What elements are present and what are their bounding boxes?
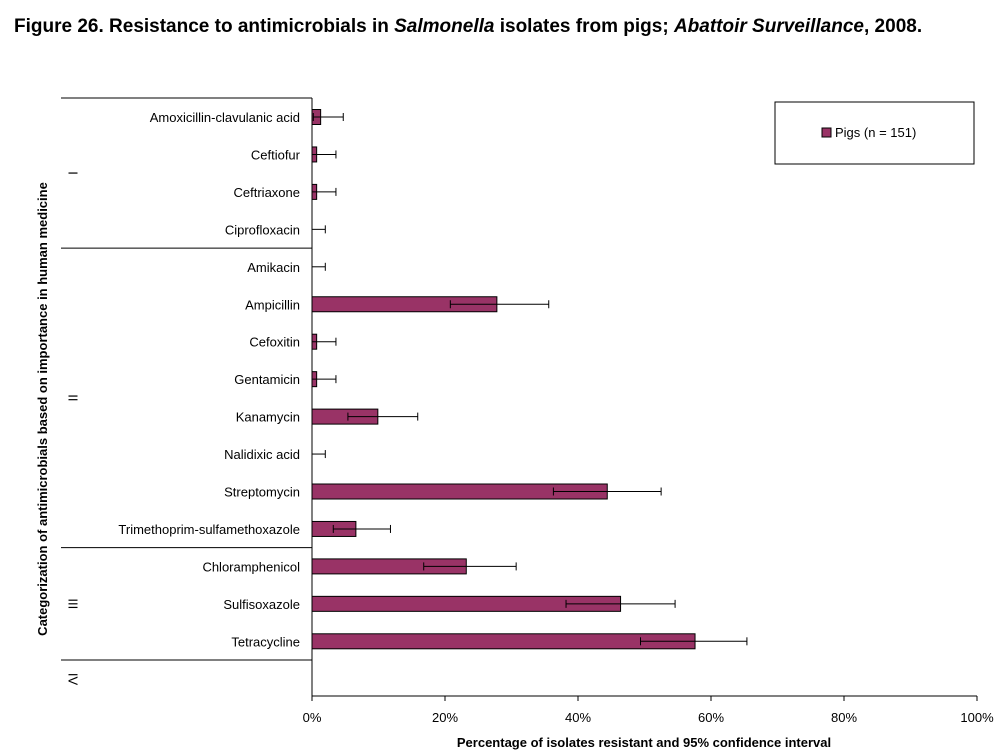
title-prefix: Figure 26. Resistance to antimicrobials … bbox=[14, 16, 395, 37]
legend-box bbox=[774, 101, 975, 165]
x-tick-label: 100% bbox=[960, 710, 994, 725]
x-axis-title: Percentage of isolates resistant and 95%… bbox=[457, 735, 831, 750]
y-axis-title: Categorization of antimicrobials based o… bbox=[35, 182, 50, 636]
title-middle: isolates from pigs; bbox=[494, 16, 674, 37]
category-label: Ceftiofur bbox=[251, 147, 301, 162]
category-label: Gentamicin bbox=[234, 372, 300, 387]
x-tick-label: 40% bbox=[565, 710, 591, 725]
category-label: Amikacin bbox=[247, 260, 300, 275]
category-label: Nalidixic acid bbox=[224, 447, 300, 462]
category-label: Amoxicillin-clavulanic acid bbox=[150, 110, 300, 125]
category-label: Cefoxitin bbox=[249, 335, 300, 350]
title-suffix: , 2008. bbox=[864, 16, 923, 37]
x-tick-label: 20% bbox=[432, 710, 458, 725]
category-label: Ceftriaxone bbox=[234, 185, 300, 200]
category-label: Tetracycline bbox=[231, 634, 300, 649]
x-tick-label: 0% bbox=[303, 710, 322, 725]
group-label: I bbox=[66, 171, 81, 175]
group-label: IV bbox=[66, 673, 81, 686]
legend-label: Pigs (n = 151) bbox=[835, 125, 916, 140]
x-tick-label: 80% bbox=[831, 710, 857, 725]
title-program: Abattoir Surveillance bbox=[673, 16, 864, 37]
category-label: Sulfisoxazole bbox=[223, 597, 300, 612]
chart-title: Figure 26. Resistance to antimicrobials … bbox=[14, 14, 994, 39]
legend-swatch bbox=[821, 127, 832, 138]
category-label: Kanamycin bbox=[236, 410, 300, 425]
group-label: III bbox=[66, 598, 81, 609]
category-label: Ciprofloxacin bbox=[225, 222, 300, 237]
category-label: Trimethoprim-sulfamethoxazole bbox=[118, 522, 300, 537]
category-label: Chloramphenicol bbox=[202, 559, 300, 574]
category-label: Ampicillin bbox=[245, 297, 300, 312]
title-organism: Salmonella bbox=[394, 16, 495, 37]
x-tick-label: 60% bbox=[698, 710, 724, 725]
bar bbox=[311, 633, 696, 650]
category-label: Streptomycin bbox=[224, 485, 300, 500]
group-label: II bbox=[66, 394, 81, 401]
